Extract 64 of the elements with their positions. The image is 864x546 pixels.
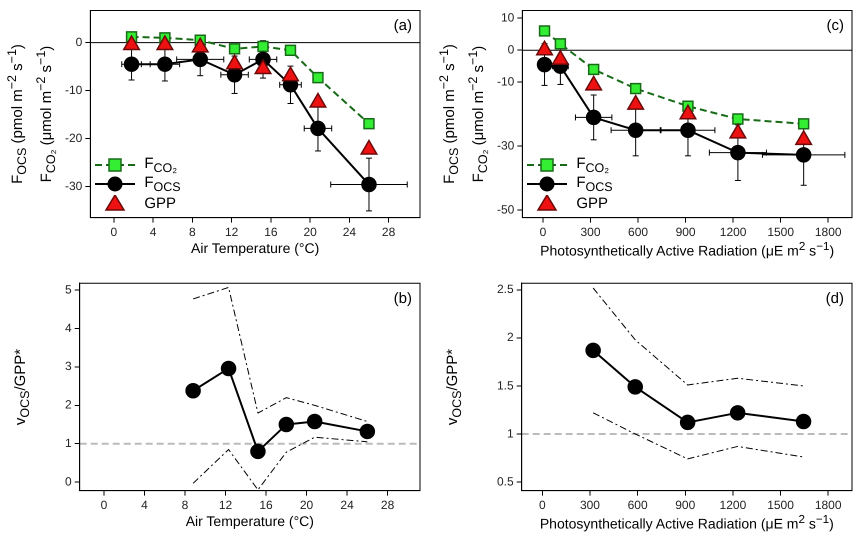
x-tick-label: 20 <box>300 498 314 512</box>
legend-label: F$_{CO₂}$ <box>576 155 610 176</box>
x-tick-label: 0 <box>110 225 118 240</box>
y-tick-label: 1.5 <box>496 378 514 392</box>
y-tick-label: -50 <box>497 202 515 217</box>
annotation: (c) <box>826 17 844 34</box>
x-axis-title: Photosynthetically Active Radiation (μE m$^{2}$ s$^{−1}$) <box>539 240 836 258</box>
x-tick-label: 0 <box>540 225 547 240</box>
y-tick-label: -10 <box>65 82 83 97</box>
y-tick-label: 0 <box>76 34 83 49</box>
x-tick-label: 28 <box>382 225 396 240</box>
x-axis-title: Photosynthetically Active Radiation (μE m$^{2}$ s$^{−1}$) <box>538 512 835 532</box>
y-tick-label: 10 <box>500 10 515 24</box>
y-tick-label: -30 <box>497 138 515 153</box>
x-tick-label: 1200 <box>720 225 747 240</box>
y-tick-label: -20 <box>65 130 83 145</box>
x-tick-label: 900 <box>676 225 696 240</box>
legend-label: GPP <box>144 194 176 212</box>
y-tick-label: 1 <box>64 436 72 450</box>
y-tick-label: 0 <box>508 42 515 57</box>
y-tick-label: 2 <box>506 330 514 344</box>
x-tick-label: 1800 <box>814 225 842 240</box>
annotation: (b) <box>394 290 412 307</box>
x-tick-label: 600 <box>628 498 648 512</box>
legend-label: F$_{OCS}$ <box>144 174 181 194</box>
legend-label: GPP <box>576 194 608 212</box>
y-tick-label: -30 <box>65 178 83 193</box>
x-tick-label: 600 <box>628 225 648 240</box>
x-tick-label: 1500 <box>767 225 794 240</box>
x-tick-label: 8 <box>189 225 196 240</box>
y-tick-label: 2 <box>64 398 72 412</box>
y-tick-label: 0.5 <box>496 474 514 488</box>
x-tick-label: 24 <box>342 225 356 240</box>
x-tick-label: 4 <box>141 498 148 512</box>
x-tick-label: 28 <box>380 498 395 512</box>
x-tick-label: 4 <box>150 225 157 240</box>
x-tick-label: 300 <box>580 225 601 240</box>
x-tick-label: 1500 <box>767 498 794 512</box>
x-tick-label: 900 <box>675 498 696 512</box>
x-axis-title: Air Temperature (°C) <box>190 240 320 256</box>
x-tick-label: 20 <box>303 225 318 240</box>
y-tick-label: 4 <box>64 320 72 335</box>
y-tick-label: -10 <box>497 74 515 89</box>
legend-label: F$_{CO₂}$ <box>144 155 178 176</box>
x-tick-label: 16 <box>259 498 274 512</box>
x-tick-label: 1800 <box>814 498 842 512</box>
x-tick-label: 16 <box>264 225 278 240</box>
x-tick-label: 8 <box>182 498 189 512</box>
x-axis-title: Air Temperature (°C) <box>184 512 315 529</box>
x-tick-label: 0 <box>100 498 108 512</box>
annotation: (d) <box>826 290 844 307</box>
x-tick-label: 300 <box>580 498 600 512</box>
y-tick-label: 1 <box>506 426 514 440</box>
x-tick-label: 12 <box>218 498 233 512</box>
annotation: (a) <box>394 17 412 34</box>
y-tick-label: 5 <box>64 282 72 296</box>
x-tick-label: 12 <box>224 225 239 240</box>
y-tick-label: 0 <box>64 474 72 488</box>
x-tick-label: 1200 <box>720 498 747 512</box>
y-tick-label: 2.5 <box>496 282 514 296</box>
x-tick-label: 24 <box>340 498 354 512</box>
x-tick-label: 0 <box>538 498 546 512</box>
legend-label: F$_{OCS}$ <box>576 174 613 194</box>
y-tick-label: 3 <box>64 359 72 374</box>
